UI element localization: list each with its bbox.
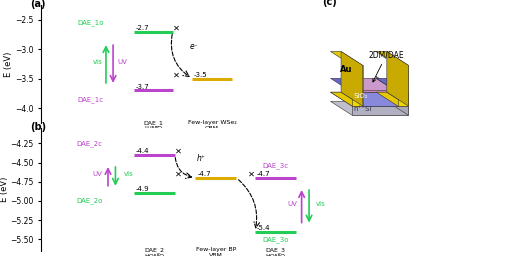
Polygon shape: [341, 78, 398, 92]
Polygon shape: [387, 78, 409, 106]
Y-axis label: E (eV): E (eV): [0, 177, 9, 202]
Text: DAE_2o: DAE_2o: [76, 197, 102, 204]
Text: DAE_1o: DAE_1o: [78, 19, 104, 26]
Text: n⁺⁺Si: n⁺⁺Si: [353, 106, 371, 112]
Text: SiO₂: SiO₂: [354, 93, 368, 99]
Polygon shape: [387, 92, 409, 115]
Text: Au: Au: [340, 65, 353, 74]
Text: UV: UV: [117, 59, 127, 65]
Polygon shape: [376, 92, 409, 106]
Text: DAE_2c: DAE_2c: [76, 141, 102, 147]
Text: vis: vis: [93, 59, 103, 65]
Text: ✕: ✕: [173, 23, 180, 32]
Polygon shape: [331, 78, 362, 92]
Text: Few-layer BP
VBM: Few-layer BP VBM: [196, 247, 236, 256]
Text: -5.4: -5.4: [257, 225, 270, 230]
Text: -3.5: -3.5: [194, 72, 208, 78]
Text: -2.7: -2.7: [135, 25, 149, 31]
Text: ✕: ✕: [248, 170, 255, 179]
Text: (c): (c): [323, 0, 337, 7]
Polygon shape: [376, 76, 398, 92]
Text: e⁻: e⁻: [189, 42, 199, 51]
Y-axis label: E (eV): E (eV): [5, 51, 13, 77]
Text: DAE_3c: DAE_3c: [263, 162, 289, 169]
Text: vis: vis: [123, 171, 133, 177]
Text: vis: vis: [315, 201, 325, 207]
Polygon shape: [362, 90, 398, 92]
Polygon shape: [331, 101, 409, 115]
Text: -4.4: -4.4: [136, 148, 150, 154]
Text: (b): (b): [30, 122, 46, 132]
Text: -4.7: -4.7: [257, 171, 270, 177]
Text: ✕: ✕: [175, 147, 182, 156]
Polygon shape: [352, 106, 409, 115]
Text: DAE_1
LUMO: DAE_1 LUMO: [143, 120, 163, 131]
Text: ✕: ✕: [175, 170, 182, 179]
Text: h⁺: h⁺: [197, 154, 205, 163]
Polygon shape: [331, 51, 362, 65]
Text: -4.9: -4.9: [136, 186, 150, 192]
Text: UV: UV: [287, 201, 297, 207]
Polygon shape: [341, 51, 362, 106]
Text: -4.7: -4.7: [197, 171, 211, 177]
Text: 2DM/DAE: 2DM/DAE: [369, 50, 404, 82]
Polygon shape: [387, 51, 409, 106]
Polygon shape: [376, 51, 409, 65]
Text: -3.7: -3.7: [135, 84, 149, 90]
Text: UV: UV: [92, 171, 102, 177]
Text: Few-layer WSe₂
CBM: Few-layer WSe₂ CBM: [187, 120, 237, 131]
Polygon shape: [398, 65, 409, 106]
Text: (a): (a): [30, 0, 46, 9]
Polygon shape: [352, 65, 362, 106]
Polygon shape: [331, 92, 409, 106]
Text: DAE_3o: DAE_3o: [262, 236, 289, 243]
Text: DAE_1c: DAE_1c: [78, 96, 104, 103]
Polygon shape: [352, 92, 409, 106]
Polygon shape: [376, 78, 409, 92]
Text: ✕: ✕: [173, 70, 180, 79]
Polygon shape: [331, 92, 362, 106]
Text: DAE_3
HOMO: DAE_3 HOMO: [266, 247, 286, 256]
Text: DAE_2
HOMO: DAE_2 HOMO: [144, 247, 164, 256]
